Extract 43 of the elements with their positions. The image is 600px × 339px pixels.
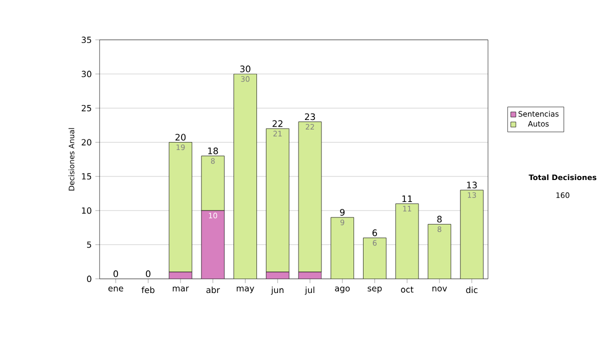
x-tick-label: dic	[466, 286, 478, 294]
bar	[201, 210, 225, 280]
total-label: 0	[146, 270, 150, 278]
bar	[363, 238, 386, 280]
x-tick-label: jun	[270, 286, 284, 295]
total-label: 20	[175, 134, 186, 141]
x-tick-label: jul	[304, 286, 314, 295]
total-label: 13	[467, 182, 477, 189]
y-tick-label: 10	[82, 208, 92, 214]
x-tick-label: may	[236, 286, 254, 294]
x-tick-label: ago	[335, 286, 350, 294]
x-tick-label: feb	[142, 286, 154, 294]
total-label: 18	[208, 148, 218, 154]
bar	[168, 142, 192, 272]
y-tick-label: 15	[82, 173, 92, 180]
total-label: 11	[402, 196, 412, 202]
total-label: 6	[372, 230, 377, 236]
y-tick-label: 25	[82, 105, 92, 112]
total-label: 23	[304, 114, 315, 120]
x-tick-label: mar	[172, 286, 189, 292]
y-tick-label: 30	[82, 70, 92, 78]
y-tick-label: 5	[87, 242, 92, 248]
bar	[330, 217, 354, 280]
total-label: 0	[114, 270, 118, 278]
bar	[266, 128, 290, 272]
total-label: 9	[340, 209, 345, 216]
y-tick-label: 0	[87, 276, 92, 282]
bar	[460, 190, 484, 280]
x-tick-label: nov	[432, 286, 447, 292]
bar	[298, 122, 322, 272]
bar	[234, 74, 257, 280]
total-label: 30	[240, 66, 250, 72]
x-tick-label: abr	[206, 286, 220, 294]
bar	[201, 156, 225, 211]
total-label: 22	[272, 120, 282, 128]
bar	[395, 204, 419, 280]
y-tick-label: 35	[82, 36, 92, 44]
x-tick-label: ene	[108, 286, 124, 292]
y-tick-label: 20	[82, 139, 92, 146]
bar	[428, 224, 452, 280]
total-label: 8	[437, 216, 442, 223]
x-tick-label: oct	[401, 286, 414, 293]
x-tick-label: sep	[368, 286, 382, 294]
